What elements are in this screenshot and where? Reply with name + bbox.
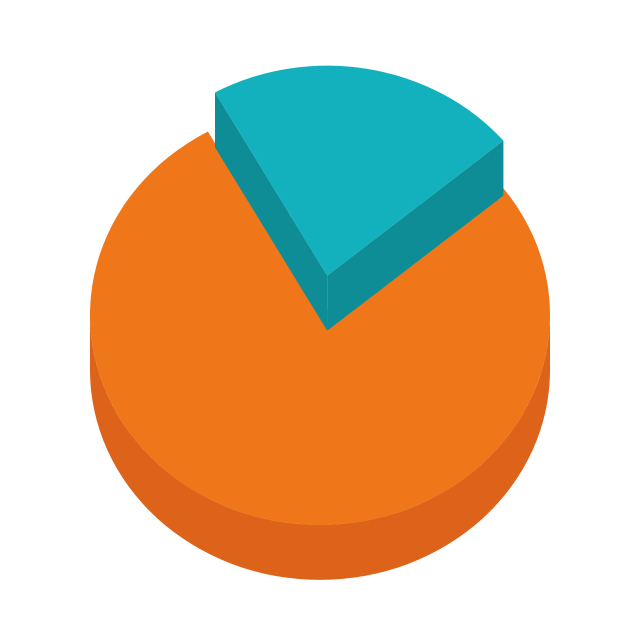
pie-slice-1	[215, 65, 504, 276]
slice-0-outer-wall	[90, 315, 550, 580]
slice-1-cut-face-1	[327, 140, 504, 331]
slice-1-cut-face-0	[215, 92, 328, 331]
